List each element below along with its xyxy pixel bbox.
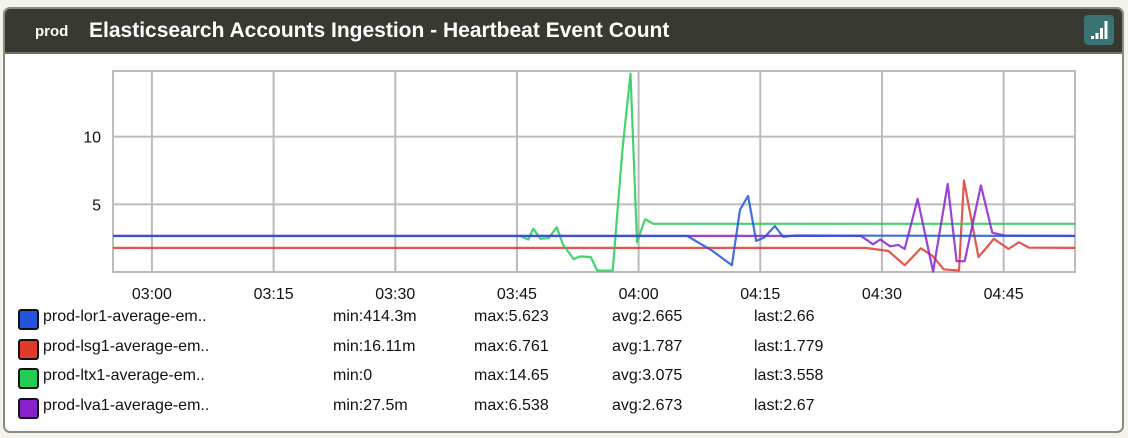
- line-chart: 03:00 03:15 03:30 03:45 04:00 04:15 04:30 04:45…: [83, 70, 1076, 303]
- legend-avg: avg:2.665: [612, 308, 683, 325]
- series-line-ltx1: [519, 72, 1075, 272]
- x-tick-label: 03:15: [254, 286, 294, 303]
- bar-chart-signal-icon[interactable]: [1084, 15, 1114, 45]
- legend-last: last:2.66: [754, 308, 815, 325]
- legend-min: min:16.11m: [333, 337, 416, 355]
- panel-header: prod Elasticsearch Accounts Ingestion - …: [5, 9, 1122, 54]
- legend-series-name: prod-ltx1-average-em..: [43, 367, 205, 385]
- legend-swatch: [18, 398, 39, 420]
- x-tick-label: 04:00: [619, 286, 659, 303]
- y-tick-label: 5: [92, 197, 101, 214]
- legend-avg: avg:3.075: [612, 367, 683, 385]
- plot-area: [112, 70, 1076, 273]
- legend-swatch: [18, 309, 39, 330]
- legend-max: max:14.65: [474, 367, 549, 385]
- legend-min: min:414.3m: [333, 308, 417, 325]
- legend-series-name: prod-lsg1-average-em..: [43, 337, 210, 355]
- legend-max: max:6.761: [474, 337, 549, 355]
- x-tick-label: 03:45: [497, 286, 537, 303]
- legend-last: last:3.558: [754, 367, 824, 385]
- series-line-lsg1: [113, 179, 1076, 272]
- legend-max: max:6.538: [474, 397, 549, 415]
- legend-swatch: [18, 338, 39, 360]
- x-tick-label: 04:45: [984, 286, 1024, 303]
- legend-swatch: [18, 368, 39, 390]
- y-tick-label: 10: [83, 130, 101, 147]
- x-tick-label: 04:15: [740, 286, 780, 303]
- series-line-lor1: [113, 194, 1076, 267]
- x-tick-label: 03:30: [375, 286, 415, 303]
- legend-last: last:2.67: [754, 397, 815, 415]
- legend-min: min:0: [333, 367, 373, 385]
- panel-title: Elasticsearch Accounts Ingestion - Heart…: [89, 19, 670, 42]
- legend-min: min:27.5m: [333, 397, 408, 415]
- environment-label: prod: [35, 23, 69, 40]
- x-tick-label: 03:00: [132, 286, 172, 303]
- legend-series-name: prod-lva1-average-em..: [43, 397, 210, 415]
- legend-max: max:5.623: [474, 308, 549, 325]
- x-tick-label: 04:30: [862, 286, 902, 303]
- legend-avg: avg:1.787: [612, 337, 683, 355]
- chart-panel: prod Elasticsearch Accounts Ingestion - …: [3, 7, 1124, 433]
- legend-avg: avg:2.673: [612, 397, 683, 415]
- legend-last: last:1.779: [754, 337, 824, 355]
- legend-series-name: prod-lor1-average-em..: [43, 308, 207, 325]
